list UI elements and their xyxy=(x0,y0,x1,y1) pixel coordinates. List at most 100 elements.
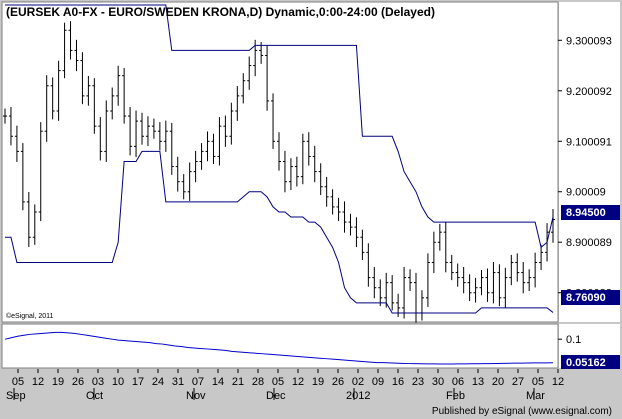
price-bar xyxy=(265,45,270,111)
month-label: Mar xyxy=(526,390,545,402)
x-tick-label: 14 xyxy=(212,376,224,388)
price-bar xyxy=(128,106,133,156)
price-bar xyxy=(169,122,174,175)
price-bar xyxy=(26,192,31,248)
price-bar xyxy=(318,163,323,196)
price-bar xyxy=(378,279,383,307)
oscillator-pane xyxy=(1,323,559,369)
x-tick-label: 28 xyxy=(252,376,264,388)
price-bar xyxy=(80,52,85,105)
price-bar xyxy=(360,229,365,260)
price-bar xyxy=(32,204,37,245)
x-tick-label: 24 xyxy=(152,376,164,388)
x-tick-label: 06 xyxy=(452,376,464,388)
price-bar xyxy=(449,254,454,281)
x-tick-label: 05 xyxy=(272,376,284,388)
price-bar xyxy=(163,120,168,152)
price-bar xyxy=(282,150,287,193)
price-bar xyxy=(74,39,79,72)
x-tick-label: 05 xyxy=(532,376,544,388)
x-tick-label: 02 xyxy=(352,376,364,388)
x-tick-label: 21 xyxy=(232,376,244,388)
osc-last-label: 0.05162 xyxy=(566,357,606,369)
channel-last-box xyxy=(561,290,620,305)
x-tick-label: 07 xyxy=(192,376,204,388)
price-bar xyxy=(157,122,162,151)
footer-credit: Published by eSignal (www.esignal.com) xyxy=(432,406,612,417)
oscillator-line xyxy=(4,331,554,365)
price-bar xyxy=(235,86,240,121)
price-bar xyxy=(324,176,329,207)
price-bar xyxy=(306,132,311,166)
chart-title: (EURSEK A0-FX - EURO/SWEDEN KRONA,D) Dyn… xyxy=(6,5,435,19)
price-bar xyxy=(199,143,204,170)
price-bar xyxy=(300,133,305,185)
price-bar xyxy=(277,132,281,171)
x-tick-label: 26 xyxy=(332,376,344,388)
price-bar xyxy=(181,174,186,200)
price-bar xyxy=(539,244,544,271)
x-tick-label: 16 xyxy=(392,376,404,388)
price-bar xyxy=(461,267,466,294)
price-bar xyxy=(104,100,109,163)
price-bar xyxy=(271,93,276,149)
x-tick-label: 17 xyxy=(132,376,144,388)
channel-upper-line xyxy=(5,4,554,249)
price-bar xyxy=(402,267,407,319)
price-bar xyxy=(372,267,377,299)
price-bar xyxy=(3,108,7,124)
x-tick-label: 10 xyxy=(112,376,124,388)
x-tick-label: 12 xyxy=(552,376,564,388)
price-bar xyxy=(134,110,139,157)
price-bar xyxy=(92,78,97,134)
price-bar xyxy=(497,264,502,307)
price-bar xyxy=(247,56,252,90)
x-tick-label: 19 xyxy=(312,376,324,388)
price-bar xyxy=(98,117,103,161)
month-label: Dec xyxy=(266,390,286,402)
price-bar xyxy=(443,222,448,273)
channel-lower-line xyxy=(5,150,554,314)
price-bar xyxy=(491,261,496,304)
x-axis-ticks: 05 12 19 26 03 10 17 24 31 07 14 21 28 05 12 19 26 02 09 16… xyxy=(6,369,564,402)
x-tick-label: 03 xyxy=(92,376,104,388)
price-bar xyxy=(551,208,555,243)
price-bar xyxy=(455,263,460,287)
x-tick-label: 30 xyxy=(432,376,444,388)
price-bar xyxy=(533,252,538,288)
price-bar xyxy=(56,60,61,121)
price-bar xyxy=(288,158,293,191)
price-bar xyxy=(336,197,341,222)
x-tick-label: 20 xyxy=(492,376,504,388)
watermark: ©eSignal, 2011 xyxy=(6,312,54,320)
price-bar xyxy=(503,267,508,308)
month-label: Nov xyxy=(186,390,206,402)
x-tick-label: 23 xyxy=(412,376,424,388)
price-bar xyxy=(20,143,25,211)
y-tick-label: 8.900089 xyxy=(566,237,612,249)
price-bar xyxy=(348,213,353,236)
oscillator-layer xyxy=(4,331,554,365)
x-tick-label: 19 xyxy=(52,376,64,388)
x-tick-label: 09 xyxy=(372,376,384,388)
x-tick-label: 05 xyxy=(12,376,24,388)
price-bar xyxy=(110,87,115,120)
price-bar xyxy=(241,73,246,104)
x-axis-area xyxy=(2,370,620,403)
month-label: Oct xyxy=(86,390,103,402)
last-price-box xyxy=(561,205,620,220)
x-tick-label: 27 xyxy=(512,376,524,388)
y-tick-label: 9.00009 xyxy=(566,187,606,199)
price-bar xyxy=(515,253,520,282)
month-label: 2012 xyxy=(346,390,370,402)
price-bar xyxy=(211,133,216,165)
price-bar xyxy=(366,243,371,287)
channel-last-label: 8.76090 xyxy=(566,292,606,304)
price-bar xyxy=(467,274,472,302)
price-bar xyxy=(68,21,73,60)
price-bar xyxy=(140,112,144,145)
price-bar xyxy=(485,268,490,302)
price-bar xyxy=(50,77,55,120)
